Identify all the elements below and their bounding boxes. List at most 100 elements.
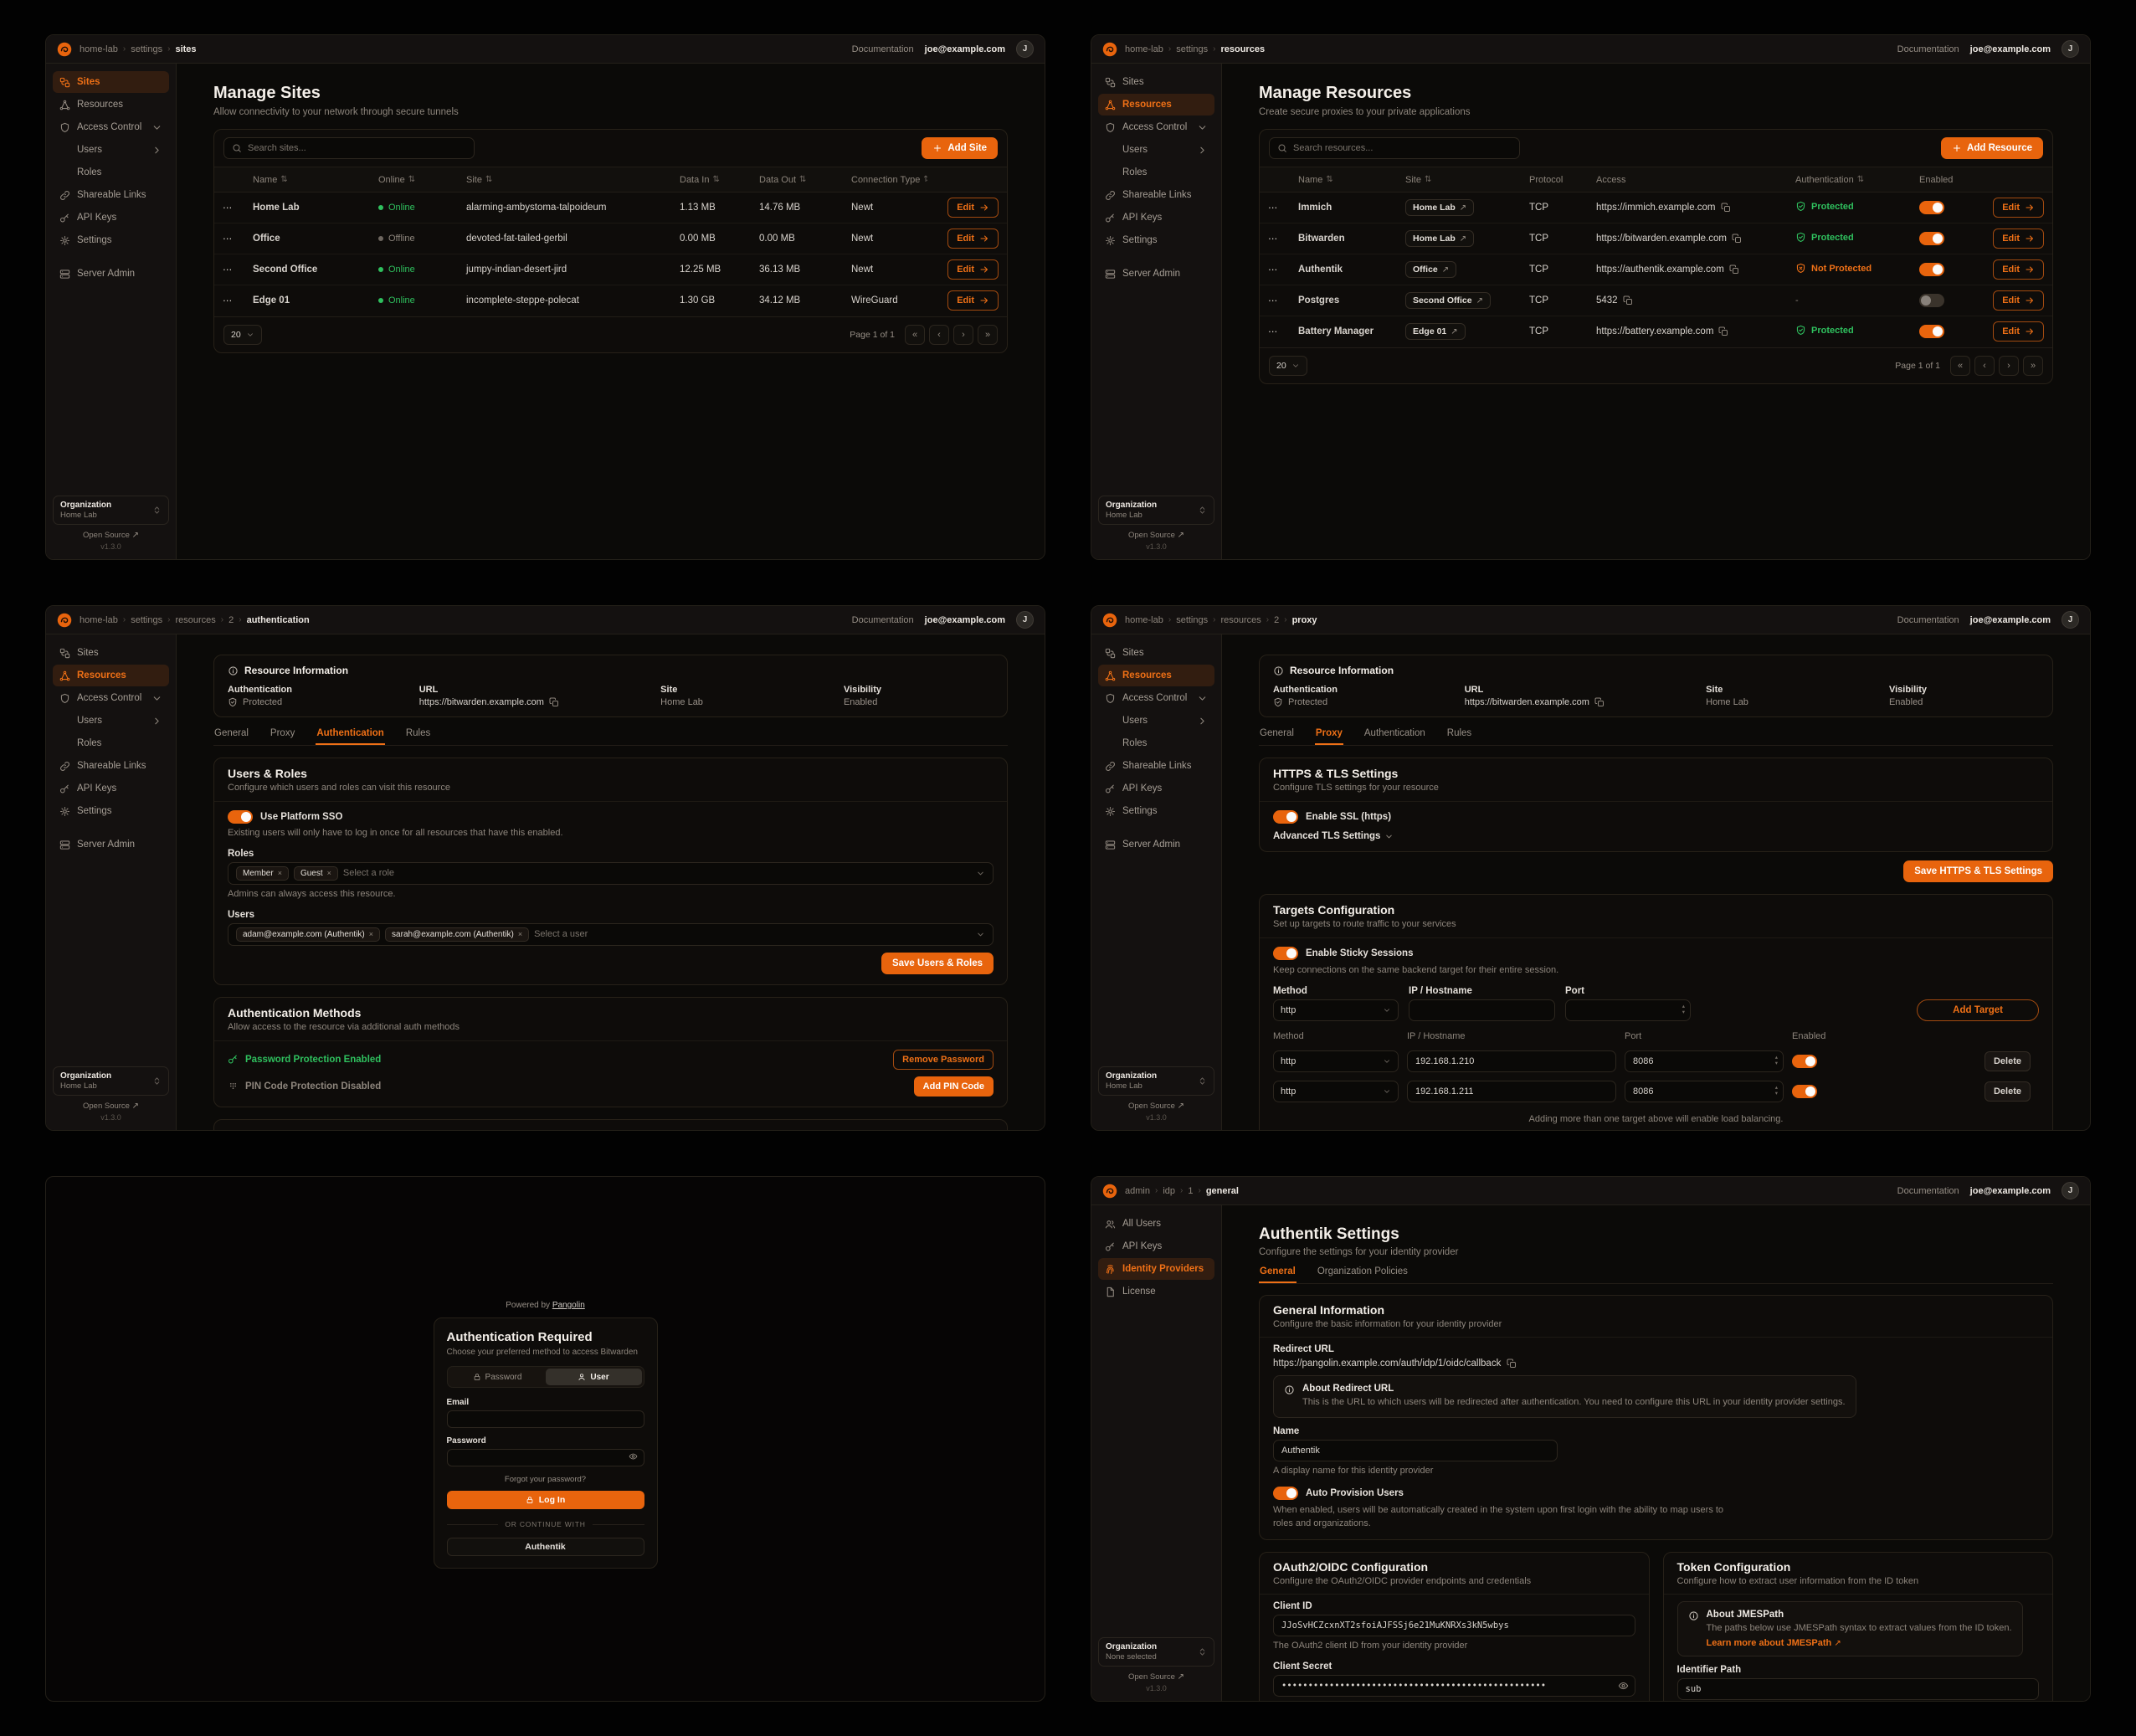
- ip-hostname-input[interactable]: [1407, 1080, 1616, 1102]
- sidebar-item-roles[interactable]: Roles: [53, 162, 169, 183]
- ip-hostname-input[interactable]: [1409, 999, 1555, 1021]
- target-enabled-toggle[interactable]: [1792, 1054, 1817, 1068]
- breadcrumb-item[interactable]: 2: [1274, 614, 1280, 625]
- remove-chip-icon[interactable]: ×: [368, 930, 374, 939]
- avatar[interactable]: J: [2062, 40, 2079, 58]
- last-page-button[interactable]: »: [2023, 355, 2043, 376]
- sidebar-item-server-admin[interactable]: Server Admin: [53, 834, 169, 855]
- next-page-button[interactable]: ›: [1999, 355, 2019, 376]
- enabled-toggle[interactable]: [1919, 294, 1944, 307]
- sidebar-item-api-keys[interactable]: API Keys: [53, 778, 169, 799]
- email-field[interactable]: [446, 1410, 644, 1428]
- open-source-link[interactable]: Open Source ↗: [1127, 531, 1184, 540]
- open-source-link[interactable]: Open Source ↗: [82, 531, 139, 540]
- sidebar-item-roles[interactable]: Roles: [53, 732, 169, 754]
- sidebar-item-roles[interactable]: Roles: [1098, 732, 1214, 754]
- add-pin-button[interactable]: Add PIN Code: [913, 1076, 994, 1097]
- site-link-chip[interactable]: Home Lab ↗: [1405, 199, 1475, 216]
- breadcrumb-item[interactable]: resources: [175, 614, 216, 625]
- sidebar-item-identity-providers[interactable]: Identity Providers: [1098, 1258, 1214, 1280]
- breadcrumb-item[interactable]: home-lab: [1125, 44, 1163, 54]
- sidebar-item-shareable-links[interactable]: Shareable Links: [1098, 755, 1214, 777]
- breadcrumb-item[interactable]: 2: [228, 614, 234, 625]
- documentation-link[interactable]: Documentation: [851, 44, 914, 54]
- sidebar-item-server-admin[interactable]: Server Admin: [53, 263, 169, 285]
- documentation-link[interactable]: Documentation: [851, 614, 914, 625]
- authentik-sso-button[interactable]: Authentik: [446, 1538, 644, 1556]
- breadcrumb-item[interactable]: settings: [131, 44, 163, 54]
- row-menu-button[interactable]: ⋯: [223, 203, 234, 213]
- tab-rules[interactable]: Rules: [1446, 728, 1472, 738]
- jmespath-learn-more-link[interactable]: Learn more about JMESPath ↗: [1706, 1637, 1841, 1648]
- row-menu-button[interactable]: ⋯: [1260, 316, 1290, 347]
- open-source-link[interactable]: Open Source ↗: [1127, 1102, 1184, 1111]
- auto-provision-toggle[interactable]: [1273, 1486, 1298, 1500]
- page-size-select[interactable]: 20: [223, 324, 262, 345]
- identifier-path-input[interactable]: [1676, 1677, 2039, 1700]
- role-chip[interactable]: Guest ×: [293, 865, 338, 881]
- add-target-button[interactable]: Add Target: [1917, 999, 2039, 1021]
- save-tls-button[interactable]: Save HTTPS & TLS Settings: [1903, 860, 2053, 882]
- sidebar-item-resources[interactable]: Resources: [1098, 94, 1214, 116]
- sidebar-item-sites[interactable]: Sites: [1098, 71, 1214, 93]
- tab-organization-policies[interactable]: Organization Policies: [1317, 1266, 1408, 1276]
- sidebar-item-resources[interactable]: Resources: [53, 94, 169, 116]
- organization-selector[interactable]: Organization Home Lab: [53, 1066, 169, 1096]
- user-email[interactable]: joe@example.com: [1969, 44, 2051, 54]
- eye-icon[interactable]: [1618, 1680, 1629, 1691]
- port-input[interactable]: [1625, 1050, 1784, 1072]
- row-menu-button[interactable]: ⋯: [214, 223, 244, 254]
- forgot-password-link[interactable]: Forgot your password?: [504, 1475, 587, 1484]
- login-button[interactable]: Log In: [446, 1491, 644, 1509]
- site-link-chip[interactable]: Second Office ↗: [1405, 292, 1491, 309]
- prev-page-button[interactable]: ‹: [1974, 355, 1995, 376]
- edit-button[interactable]: Edit: [1993, 321, 2044, 342]
- sidebar-item-sites[interactable]: Sites: [53, 71, 169, 93]
- page-size-select[interactable]: 20: [1269, 355, 1307, 376]
- sidebar-item-shareable-links[interactable]: Shareable Links: [1098, 184, 1214, 206]
- remove-chip-icon[interactable]: ×: [326, 869, 331, 878]
- method-select[interactable]: http: [1273, 1080, 1399, 1102]
- roles-multiselect[interactable]: Member × Guest × Select a role: [228, 861, 994, 885]
- open-source-link[interactable]: Open Source ↗: [1127, 1672, 1184, 1682]
- remove-password-button[interactable]: Remove Password: [893, 1049, 994, 1070]
- column-header-site[interactable]: Site ⇅: [466, 174, 493, 185]
- copy-icon[interactable]: [1507, 1358, 1517, 1369]
- documentation-link[interactable]: Documentation: [1897, 614, 1959, 625]
- sidebar-item-users[interactable]: Users: [53, 139, 169, 161]
- enabled-toggle[interactable]: [1919, 325, 1944, 339]
- tab-general[interactable]: General: [1259, 1266, 1296, 1283]
- number-stepper[interactable]: ▴ ▾: [1774, 1084, 1778, 1097]
- sidebar-item-settings[interactable]: Settings: [53, 229, 169, 251]
- breadcrumb-item[interactable]: settings: [1176, 614, 1209, 625]
- method-select[interactable]: http: [1273, 999, 1399, 1021]
- sticky-sessions-toggle[interactable]: [1273, 947, 1298, 960]
- search-box[interactable]: [1269, 137, 1520, 159]
- site-link-chip[interactable]: Edge 01 ↗: [1405, 323, 1466, 341]
- sidebar-item-users[interactable]: Users: [1098, 710, 1214, 732]
- edit-button[interactable]: Edit: [1993, 259, 2044, 280]
- tab-user[interactable]: User: [545, 1369, 642, 1385]
- breadcrumb-item[interactable]: home-lab: [80, 44, 118, 54]
- tab-authentication[interactable]: Authentication: [1363, 728, 1425, 738]
- port-input[interactable]: [1565, 999, 1691, 1021]
- add-resource-button[interactable]: Add Resource: [1941, 137, 2043, 159]
- next-page-button[interactable]: ›: [953, 324, 973, 345]
- avatar[interactable]: J: [1016, 40, 1034, 58]
- user-email[interactable]: joe@example.com: [1969, 1185, 2051, 1196]
- copy-icon[interactable]: [1729, 265, 1739, 275]
- sidebar-item-all-users[interactable]: All Users: [1098, 1213, 1214, 1235]
- open-source-link[interactable]: Open Source ↗: [82, 1102, 139, 1111]
- sidebar-item-resources[interactable]: Resources: [1098, 665, 1214, 686]
- first-page-button[interactable]: «: [1950, 355, 1970, 376]
- ip-hostname-input[interactable]: [1407, 1050, 1616, 1072]
- edit-button[interactable]: Edit: [947, 290, 999, 311]
- add-site-button[interactable]: Add Site: [922, 137, 998, 159]
- copy-icon[interactable]: [1721, 203, 1731, 213]
- breadcrumb-item[interactable]: home-lab: [80, 614, 118, 625]
- column-header-name[interactable]: Name ⇅: [253, 174, 288, 185]
- organization-selector[interactable]: Organization Home Lab: [1098, 1066, 1214, 1096]
- sidebar-item-shareable-links[interactable]: Shareable Links: [53, 755, 169, 777]
- site-link-chip[interactable]: Office ↗: [1405, 261, 1457, 278]
- edit-button[interactable]: Edit: [947, 229, 999, 249]
